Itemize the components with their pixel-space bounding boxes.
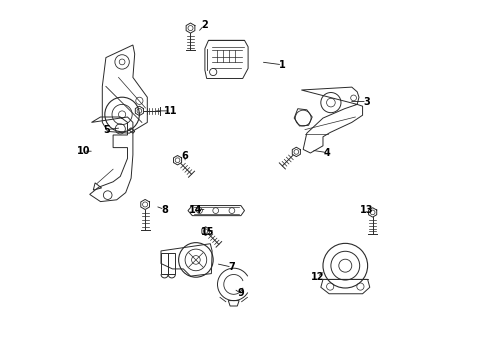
Text: 13: 13 xyxy=(360,204,373,215)
Text: 15: 15 xyxy=(201,227,214,237)
Text: 4: 4 xyxy=(323,148,330,158)
Text: 8: 8 xyxy=(161,204,168,215)
Text: 6: 6 xyxy=(182,150,188,161)
Text: 2: 2 xyxy=(201,20,207,30)
Text: 7: 7 xyxy=(228,262,235,272)
Text: 3: 3 xyxy=(363,96,369,107)
Text: 5: 5 xyxy=(103,125,110,135)
Text: 10: 10 xyxy=(76,146,90,156)
Text: 11: 11 xyxy=(163,106,177,116)
Text: 12: 12 xyxy=(310,272,324,282)
Text: 14: 14 xyxy=(189,204,202,215)
Text: 9: 9 xyxy=(237,288,244,298)
Text: 1: 1 xyxy=(278,60,285,70)
